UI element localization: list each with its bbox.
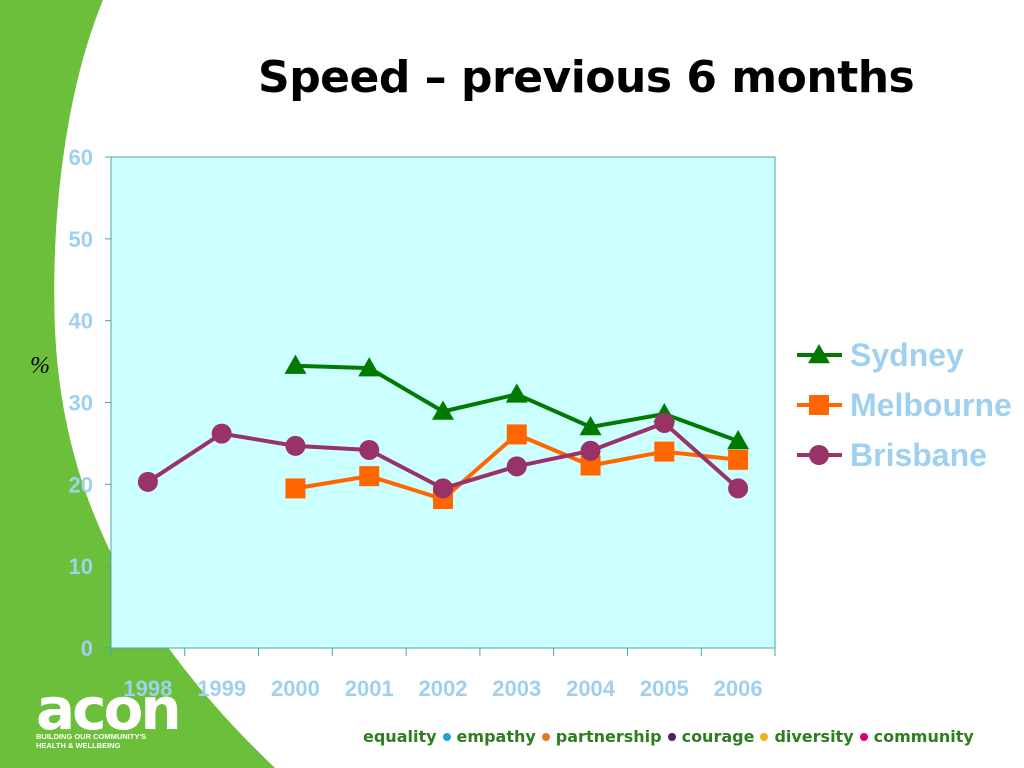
point-melbourne-2003 — [506, 424, 527, 445]
point-sydney-2002 — [432, 400, 454, 420]
point-sydney-2006 — [727, 429, 750, 450]
x-tick-label: 2004 — [566, 676, 616, 700]
point-sydney-2003 — [505, 383, 528, 403]
series-markers — [137, 354, 750, 510]
legend: Sydney Melbourne Brisbane — [797, 337, 1012, 473]
value-equality: equality — [363, 727, 437, 746]
legend-label-melbourne: Melbourne — [850, 387, 1012, 423]
x-tick-label: 1999 — [197, 676, 246, 700]
x-tick-label: 2001 — [345, 676, 394, 700]
value-empathy: empathy — [456, 727, 536, 746]
point-brisbane-2002 — [433, 478, 453, 499]
point-brisbane-1998 — [137, 471, 158, 492]
legend-marker-brisbane — [809, 445, 829, 465]
legend-label-sydney: Sydney — [850, 337, 964, 373]
legend-marker-melbourne — [809, 395, 829, 415]
point-melbourne-2005 — [654, 441, 675, 462]
legend-marker-sydney — [808, 344, 830, 364]
x-tick-label: 2005 — [640, 676, 689, 700]
point-sydney-2001 — [358, 357, 381, 377]
separator-dot — [760, 732, 769, 741]
point-brisbane-2000 — [285, 435, 306, 456]
y-tick-label: 60 — [69, 145, 93, 170]
point-melbourne-2000 — [285, 478, 306, 499]
y-tick-label: 20 — [69, 472, 93, 497]
y-tick-label: 0 — [81, 636, 93, 661]
slide-title: Speed – previous 6 months — [258, 52, 915, 103]
legend-label-brisbane: Brisbane — [850, 437, 987, 473]
x-tick-label: 2002 — [419, 676, 468, 700]
point-brisbane-2001 — [359, 439, 380, 460]
values-strip: equality empathy partnership courage diversi… — [363, 727, 974, 746]
tagline-line-1: BUILDING OUR COMMUNITY'S — [36, 732, 147, 741]
value-diversity: diversity — [774, 727, 854, 746]
separator-dot — [667, 732, 676, 741]
y-tick-label: 10 — [69, 554, 93, 579]
y-tick-label: 40 — [69, 309, 93, 334]
point-brisbane-2003 — [506, 456, 527, 477]
x-tick-label: 2000 — [271, 676, 320, 700]
acon-tagline: BUILDING OUR COMMUNITY'S HEALTH & WELLBE… — [36, 732, 186, 750]
point-melbourne-2004 — [580, 455, 601, 476]
point-melbourne-2006 — [728, 449, 749, 470]
x-tick-label: 1998 — [123, 676, 172, 700]
point-sydney-2000 — [284, 354, 307, 374]
value-courage: courage — [681, 727, 755, 746]
value-community: community — [873, 727, 974, 746]
point-sydney-2004 — [579, 416, 602, 436]
x-tick-label: 2006 — [714, 676, 763, 700]
point-brisbane-2004 — [580, 440, 601, 461]
tagline-line-2: HEALTH & WELLBEING — [36, 741, 121, 750]
separator-dot — [859, 732, 868, 741]
point-brisbane-2005 — [654, 412, 675, 433]
y-axis-label: % — [30, 353, 50, 379]
point-melbourne-2001 — [359, 466, 380, 487]
value-partnership: partnership — [555, 727, 662, 746]
point-brisbane-2006 — [728, 478, 749, 499]
separator-dot — [541, 732, 550, 741]
line-chart: 0 10 20 30 40 50 60 1998 1999 2000 2001 2002 2003 200… — [30, 145, 1012, 700]
axes: 0 10 20 30 40 50 60 1998 1999 2000 2001 2002 2003 200… — [69, 145, 776, 700]
green-swoosh — [0, 0, 275, 768]
acon-logo: acon — [36, 675, 182, 743]
y-tick-label: 30 — [69, 391, 93, 416]
y-tick-label: 50 — [69, 227, 93, 252]
point-brisbane-1999 — [211, 423, 232, 444]
x-tick-label: 2003 — [492, 676, 541, 700]
separator-dot — [442, 732, 451, 741]
